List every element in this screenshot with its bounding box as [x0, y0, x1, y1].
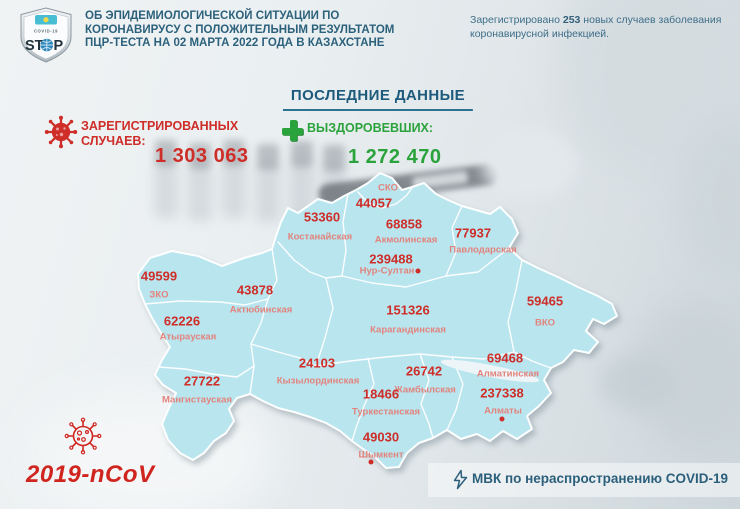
daily-note-text: Зарегистрировано [470, 14, 563, 26]
recovered-value: 1 272 470 [348, 146, 442, 168]
title-line: ОБ ЭПИДЕМИОЛОГИЧЕСКОЙ СИТУАЦИИ ПО [85, 10, 340, 22]
title-line: КОРОНАВИРУСУ С ПОЛОЖИТЕЛЬНЫМ РЕЗУЛЬТАТОМ [85, 23, 395, 36]
logo-stop-right: P [54, 38, 64, 54]
virus-icon [44, 115, 78, 149]
recovered-label: ВЫЗДОРОВЕВШИХ: [307, 121, 434, 135]
registered-cases-label: ЗАРЕГИСТРИРОВАННЫХ СЛУЧАЕВ: [81, 119, 238, 148]
registered-label-line1: ЗАРЕГИСТРИРОВАННЫХ [81, 119, 239, 133]
logo-covid-text: COVID-19 [34, 29, 58, 34]
virus-outline-icon [64, 417, 102, 455]
stop-covid-shield-logo: COVID-19 ST P [20, 7, 72, 63]
plus-icon [282, 120, 304, 142]
committee-caption: МВК по нераспространению COVID-19 [472, 471, 729, 486]
region-borders [144, 187, 552, 442]
poster-title: ОБ ЭПИДЕМИОЛОГИЧЕСКОЙ СИТУАЦИИ ПО КОРОНА… [85, 10, 475, 51]
lake-balkhash [440, 359, 540, 383]
registered-label-line2: СЛУЧАЕВ: [81, 133, 146, 148]
title-line: ПЦР-ТЕСТА НА 02 МАРТА 2022 ГОДА В КАЗАХС… [85, 37, 385, 49]
lightning-icon [453, 469, 468, 490]
daily-new-cases-count: 253 [562, 14, 581, 26]
latest-data-heading: ПОСЛЕДНИЕ ДАННЫЕ [282, 87, 474, 111]
country-outline [137, 172, 618, 469]
daily-note-text: новых случаев заболевания коронавирусной… [470, 14, 722, 40]
registered-cases-value: 1 303 063 [155, 145, 249, 167]
ncov-caption: 2019-nCoV [26, 461, 155, 488]
footer-band [428, 463, 740, 497]
logo-stop-left: ST [25, 38, 44, 54]
daily-cases-note: Зарегистрировано 253 новых случаев забол… [470, 13, 728, 41]
